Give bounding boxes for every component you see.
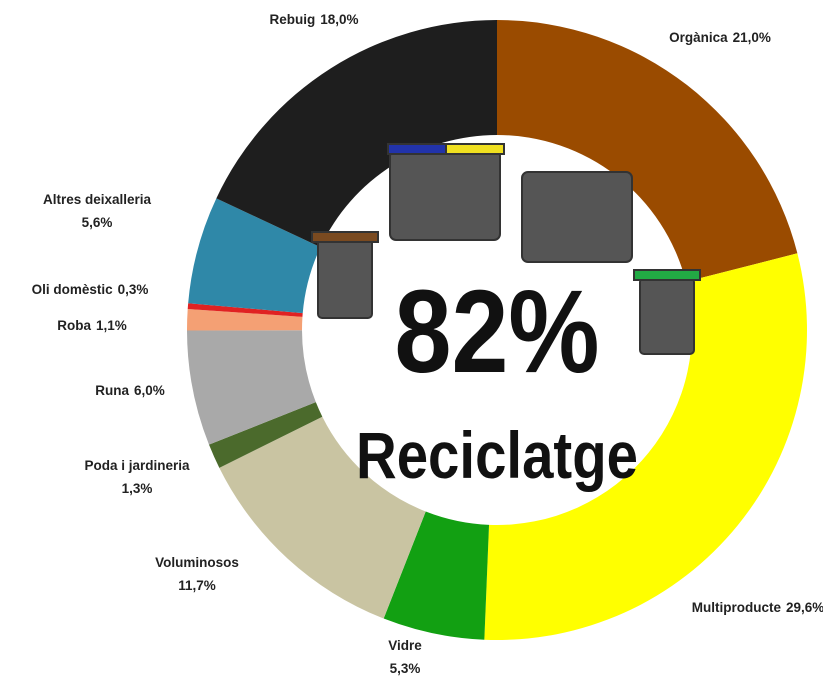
wedge [187, 330, 316, 445]
value-label: 5,3% [390, 661, 421, 676]
bin-icon [521, 171, 633, 263]
slice-label: Vidre 5,3% [388, 638, 422, 676]
bin-icon [317, 237, 373, 319]
slice-label: Oli domèstic 0,3% [32, 282, 149, 297]
value-label: 5,6% [82, 215, 113, 230]
value-label: 11,7% [178, 578, 216, 593]
wedge [484, 253, 807, 640]
center-label: Reciclatge [356, 418, 638, 492]
bin-lid [633, 269, 701, 281]
wedge [383, 511, 490, 640]
value-label: 1,3% [122, 481, 153, 496]
category-label: Oli domèstic [32, 282, 114, 297]
wedge [187, 303, 303, 317]
bin-icon [389, 149, 501, 241]
bin-lid [311, 231, 379, 243]
slice-label: Rebuig 18,0% [269, 12, 358, 27]
slice-label: Multiproducte 29,6% [692, 600, 823, 615]
value-label: 1,1% [96, 318, 127, 333]
slice-label: Roba 1,1% [57, 318, 127, 333]
category-label: Orgànica [669, 30, 728, 45]
value-label: 0,3% [118, 282, 149, 297]
category-label: Altres deixalleria [43, 192, 152, 207]
slice-label: Altres deixalleria 5,6% [43, 192, 152, 230]
value-label: 6,0% [134, 383, 165, 398]
wedge [216, 20, 497, 248]
wedge [219, 416, 426, 619]
donut [187, 20, 807, 640]
category-label: Rebuig [269, 12, 315, 27]
category-label: Runa [95, 383, 129, 398]
slice-label: Runa 6,0% [95, 383, 165, 398]
category-label: Poda i jardineria [84, 458, 190, 473]
slice-label: Voluminosos 11,7% [155, 555, 239, 593]
value-label: 29,6% [786, 600, 823, 615]
bin-lid [445, 143, 505, 155]
bin-lid [387, 143, 447, 155]
wedge [497, 20, 798, 282]
wedge [187, 309, 303, 331]
bin-icons [311, 143, 701, 355]
value-label: 21,0% [733, 30, 771, 45]
category-label: Multiproducte [692, 600, 782, 615]
wedge [188, 198, 321, 314]
slice-label: Poda i jardineria 1,3% [84, 458, 190, 496]
bin-icon [639, 277, 695, 355]
category-label: Vidre [388, 638, 422, 653]
value-label: 18,0% [320, 12, 358, 27]
center-value: 82% [395, 266, 600, 398]
category-label: Voluminosos [155, 555, 239, 570]
wedge [208, 402, 323, 468]
slice-label: Orgànica 21,0% [669, 30, 771, 45]
category-label: Roba [57, 318, 91, 333]
